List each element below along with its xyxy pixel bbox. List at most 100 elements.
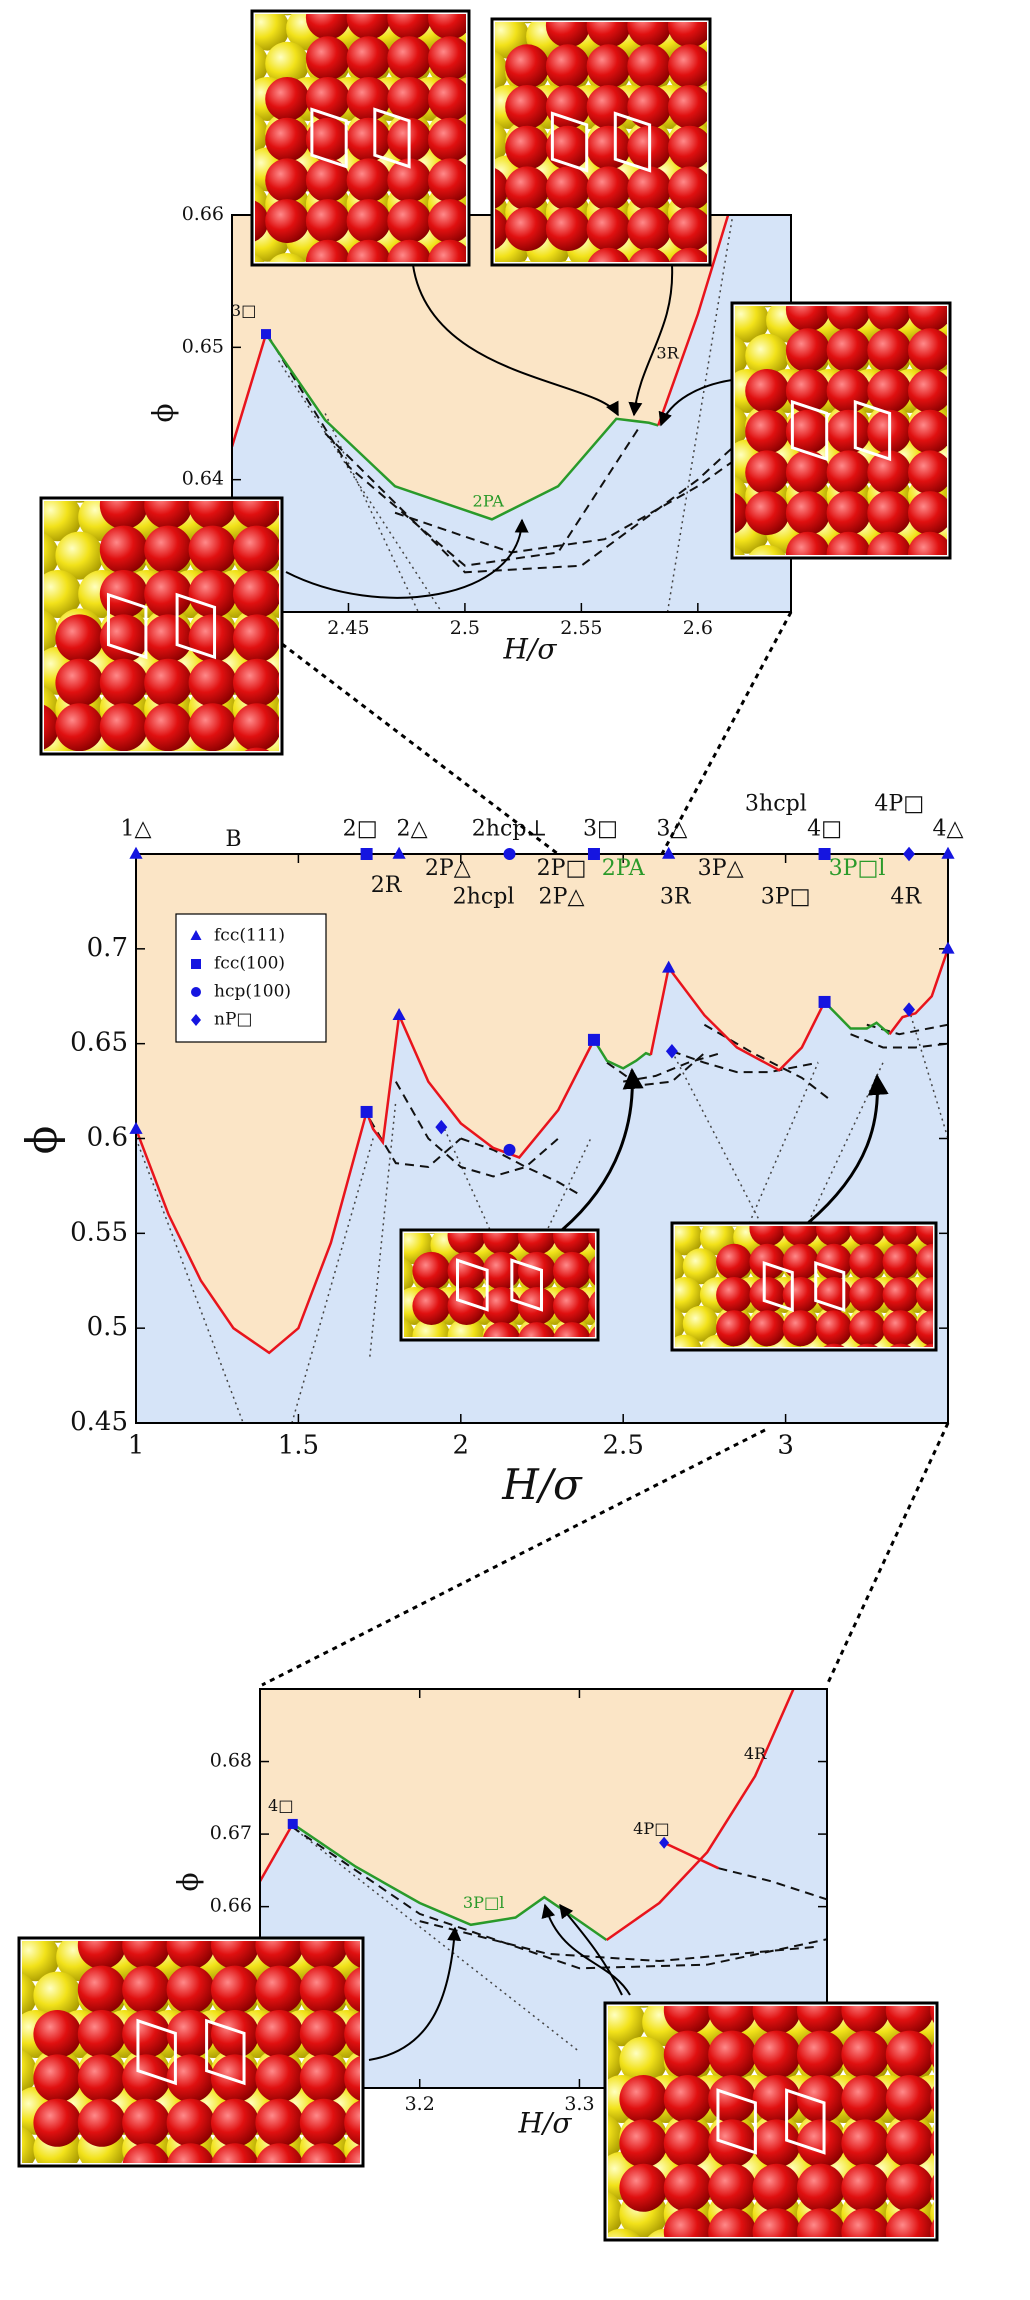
sphere: [99, 525, 148, 574]
sphere: [668, 44, 707, 89]
sphere: [99, 614, 148, 663]
sphere: [0, 647, 37, 695]
sphere: [915, 1243, 933, 1280]
dotted-line: [784, 1062, 884, 1272]
cell-outline: [814, 1261, 846, 1312]
boundary-line: [657, 215, 730, 426]
marker: [129, 1121, 143, 1134]
zoom-line: [261, 1428, 766, 1687]
annotation: 2hcpl: [453, 884, 515, 910]
sphere: [188, 703, 237, 751]
marker: [818, 848, 831, 860]
sphere: [668, 0, 712, 7]
y-axis-label: ϕ: [172, 1872, 205, 1891]
frame: [259, 1688, 828, 2089]
sphere: [915, 1277, 933, 1313]
sphere: [255, 1941, 304, 1970]
sphere: [785, 450, 830, 495]
y-tick-label: 0.55: [70, 1217, 128, 1247]
sphere: [826, 306, 871, 332]
boundary-line: [260, 1823, 294, 1882]
sphere: [953, 2152, 1001, 2200]
sphere: [735, 546, 745, 555]
arrow: [561, 1067, 644, 1232]
cell-outline: [136, 2018, 177, 2086]
sphere: [668, 85, 707, 129]
sphere: [55, 614, 104, 663]
sphere: [908, 450, 947, 495]
sphere: [305, 36, 350, 81]
spheres: [495, 0, 753, 262]
sphere: [545, 125, 590, 170]
sphere: [709, 166, 753, 210]
sphere: [517, 1287, 556, 1325]
region-above: [232, 215, 729, 520]
sphere: [949, 1310, 985, 1346]
sphere: [663, 2208, 712, 2237]
sphere: [949, 263, 993, 307]
arrow: [412, 264, 619, 417]
sphere: [211, 2010, 259, 2058]
sphere: [389, 2143, 437, 2191]
sphere: [627, 85, 672, 129]
sphere: [205, 77, 249, 121]
sphere: [166, 1941, 215, 1970]
sphere: [205, 7, 249, 51]
sphere: [608, 2228, 641, 2237]
cell-outline: [175, 592, 217, 660]
sphere: [505, 207, 550, 252]
arrow: [658, 379, 733, 427]
sphere: [0, 2010, 15, 2058]
sphere: [841, 2163, 890, 2212]
sphere: [949, 1210, 985, 1246]
sphere: [553, 1287, 591, 1325]
sphere: [99, 658, 148, 707]
sphere: [709, 85, 753, 129]
sphere: [749, 1226, 786, 1247]
sphere: [675, 1307, 686, 1341]
sphere: [586, 166, 631, 211]
sphere: [675, 1226, 703, 1256]
y-axis-label: ϕ: [17, 1126, 66, 1155]
inset-illustration: [603, 2001, 1001, 2242]
sphere: [669, 247, 707, 262]
annotation: 2□: [343, 815, 378, 841]
sphere: [587, 0, 631, 7]
sphere: [447, 1233, 486, 1255]
sphere: [211, 2143, 259, 2163]
sphere: [0, 2087, 15, 2135]
legend-marker: [191, 987, 201, 997]
marker: [818, 995, 831, 1008]
x-tick-label: 1.5: [278, 1430, 319, 1460]
sphere: [211, 1965, 259, 2014]
sphere: [881, 306, 898, 308]
zoom-line: [660, 611, 793, 855]
sphere: [752, 2006, 801, 2035]
legend-box: [175, 913, 327, 1043]
sphere: [233, 614, 279, 663]
sphere: [495, 51, 509, 93]
sphere: [428, 77, 466, 121]
cell-outline: [510, 1258, 543, 1312]
sphere: [619, 2119, 668, 2168]
sphere: [752, 2119, 801, 2168]
sphere: [663, 2030, 712, 2079]
sphere: [255, 200, 269, 242]
sphere: [517, 1233, 556, 1255]
marker: [392, 846, 406, 859]
y-tick-label: 0.7: [87, 933, 128, 963]
sphere: [949, 1244, 985, 1280]
sphere: [949, 328, 993, 372]
sphere: [545, 166, 590, 211]
x-tick-label: 2.5: [450, 617, 480, 639]
spheres: [735, 263, 993, 555]
sphere: [277, 748, 325, 796]
sphere: [553, 1233, 591, 1255]
boundary-line: [397, 1014, 596, 1159]
sphere: [33, 2098, 82, 2147]
sphere: [716, 1277, 753, 1313]
sphere: [716, 1243, 753, 1280]
sphere: [299, 1965, 348, 2014]
sphere: [77, 2010, 126, 2058]
y-tick-label: 0.67: [210, 1822, 252, 1844]
